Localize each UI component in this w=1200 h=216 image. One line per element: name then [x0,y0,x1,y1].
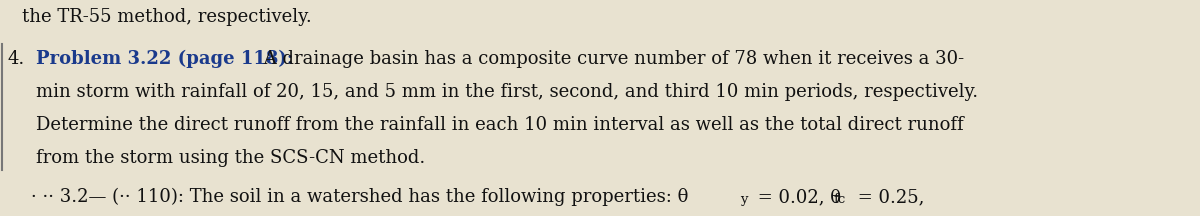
Text: Determine the direct runoff from the rainfall in each 10 min interval as well as: Determine the direct runoff from the rai… [36,116,964,134]
Text: A drainage basin has a composite curve number of 78 when it receives a 30-: A drainage basin has a composite curve n… [258,50,964,68]
Text: Problem 3.22 (page 118):: Problem 3.22 (page 118): [36,50,294,68]
Text: min storm with rainfall of 20, 15, and 5 mm in the first, second, and third 10 m: min storm with rainfall of 20, 15, and 5… [36,83,978,101]
Text: the TR-55 method, respectively.: the TR-55 method, respectively. [22,8,312,26]
Text: 4.: 4. [8,50,25,68]
Text: · ·· 3.2— (·· 110): The soil in a watershed has the following properties: θ: · ·· 3.2— (·· 110): The soil in a waters… [8,188,689,206]
Text: = 0.02, θ: = 0.02, θ [752,188,841,206]
Text: = 0.25,: = 0.25, [852,188,924,206]
Text: fc: fc [834,193,846,206]
Text: y: y [740,193,748,206]
Text: from the storm using the SCS-CN method.: from the storm using the SCS-CN method. [36,149,425,167]
